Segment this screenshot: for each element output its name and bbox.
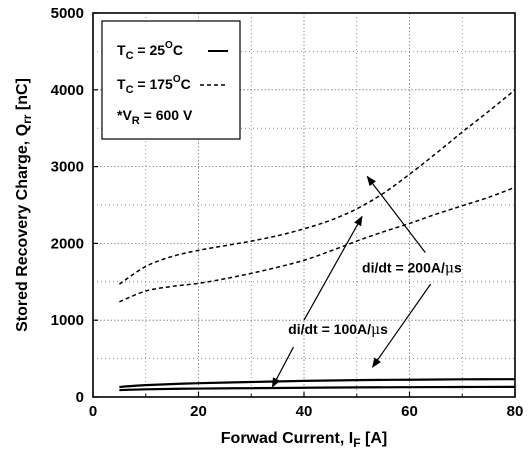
x-tick-label: 40 xyxy=(296,403,313,420)
y-axis-label: Stored Recovery Charge, Qrr [nC] xyxy=(14,78,34,332)
legend-label-2: TC = 175OC xyxy=(117,74,191,96)
x-tick-label: 80 xyxy=(507,403,524,420)
annotation-arrow xyxy=(372,283,432,368)
series-line-3 xyxy=(118,89,516,285)
x-tick-label: 0 xyxy=(89,403,97,420)
y-tick-label: 5000 xyxy=(51,5,84,22)
annotation-layer: di/dt = 100A/μs di/dt = 200A/μs xyxy=(271,175,462,388)
y-tick-label: 2000 xyxy=(51,235,84,252)
x-tick-label: 20 xyxy=(190,403,207,420)
legend-box xyxy=(101,20,241,140)
legend-label-1: TC = 25OC xyxy=(117,40,183,62)
annotation-label-1: di/dt = 100A/μs xyxy=(288,321,388,338)
tick-layer: 0 20 40 60 80 0 1000 2000 3000 4000 5000 xyxy=(51,5,524,420)
annotation-arrow xyxy=(271,346,294,388)
series-layer xyxy=(118,89,516,392)
series-line-1 xyxy=(119,378,516,389)
x-tick-label: 60 xyxy=(401,403,418,420)
x-axis-label: Forwad Current, IF [A] xyxy=(221,430,387,450)
y-tick-label: 3000 xyxy=(51,159,84,176)
series-line-4 xyxy=(119,186,516,303)
annotation-arrow xyxy=(303,215,363,321)
y-tick-label: 0 xyxy=(76,389,84,406)
annotation-arrow xyxy=(366,175,426,253)
legend-note: *VR = 600 V xyxy=(117,107,193,127)
legend: TC = 25OC TC = 175OC *VR = 600 V xyxy=(101,20,241,140)
series-line-2 xyxy=(119,385,516,392)
y-tick-label: 4000 xyxy=(51,82,84,99)
annotation-label-2: di/dt = 200A/μs xyxy=(362,260,462,277)
y-tick-label: 1000 xyxy=(51,312,84,329)
